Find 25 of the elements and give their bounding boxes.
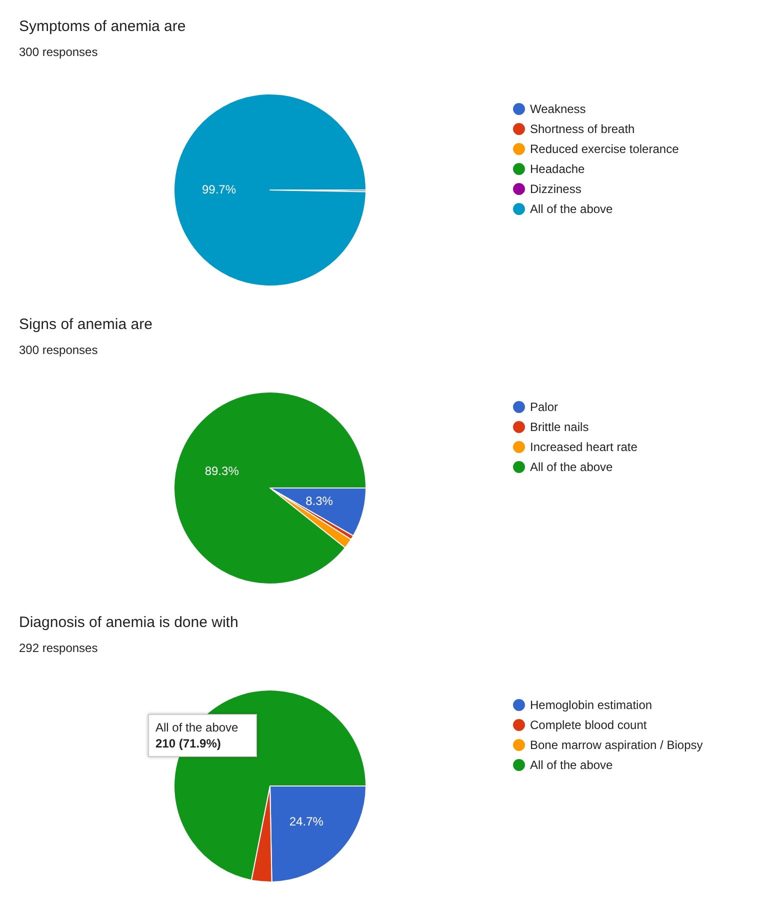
text: 300 responses [19, 45, 98, 59]
text: 292 responses [19, 641, 98, 655]
chart-title: Diagnosis of anemia is done with [19, 614, 238, 631]
text: All of the above 210 (71.9%) [156, 720, 239, 750]
legend-label: Complete blood count [530, 718, 648, 732]
chart-title: Symptoms of anemia are [19, 18, 186, 35]
legend-label: Shortness of breath [530, 122, 635, 136]
legend-label: All of the above [530, 460, 614, 474]
data-label: 99.7% [202, 182, 236, 197]
legend-label: All of the above [530, 202, 614, 216]
legend-label: Weakness [530, 102, 586, 116]
data-label: 8.3% [306, 494, 334, 508]
data-label: 24.7% [289, 814, 324, 829]
chart-title: Signs of anemia are [19, 316, 152, 333]
data-label: 89.3% [204, 464, 240, 478]
text: 300 responses [19, 343, 98, 357]
legend-label: Reduced exercise tolerance [530, 142, 680, 156]
legend-label: Dizziness [530, 182, 582, 196]
legend-label: Brittle nails [530, 420, 589, 434]
legend-label: All of the above [530, 758, 614, 772]
legend-label: Headache [530, 162, 586, 176]
legend-label: Bone marrow aspiration / Biopsy [530, 738, 703, 752]
legend-label: Increased heart rate [530, 440, 638, 454]
legend-label: Hemoglobin estimation [530, 698, 652, 712]
legend-label: Palor [530, 400, 558, 414]
